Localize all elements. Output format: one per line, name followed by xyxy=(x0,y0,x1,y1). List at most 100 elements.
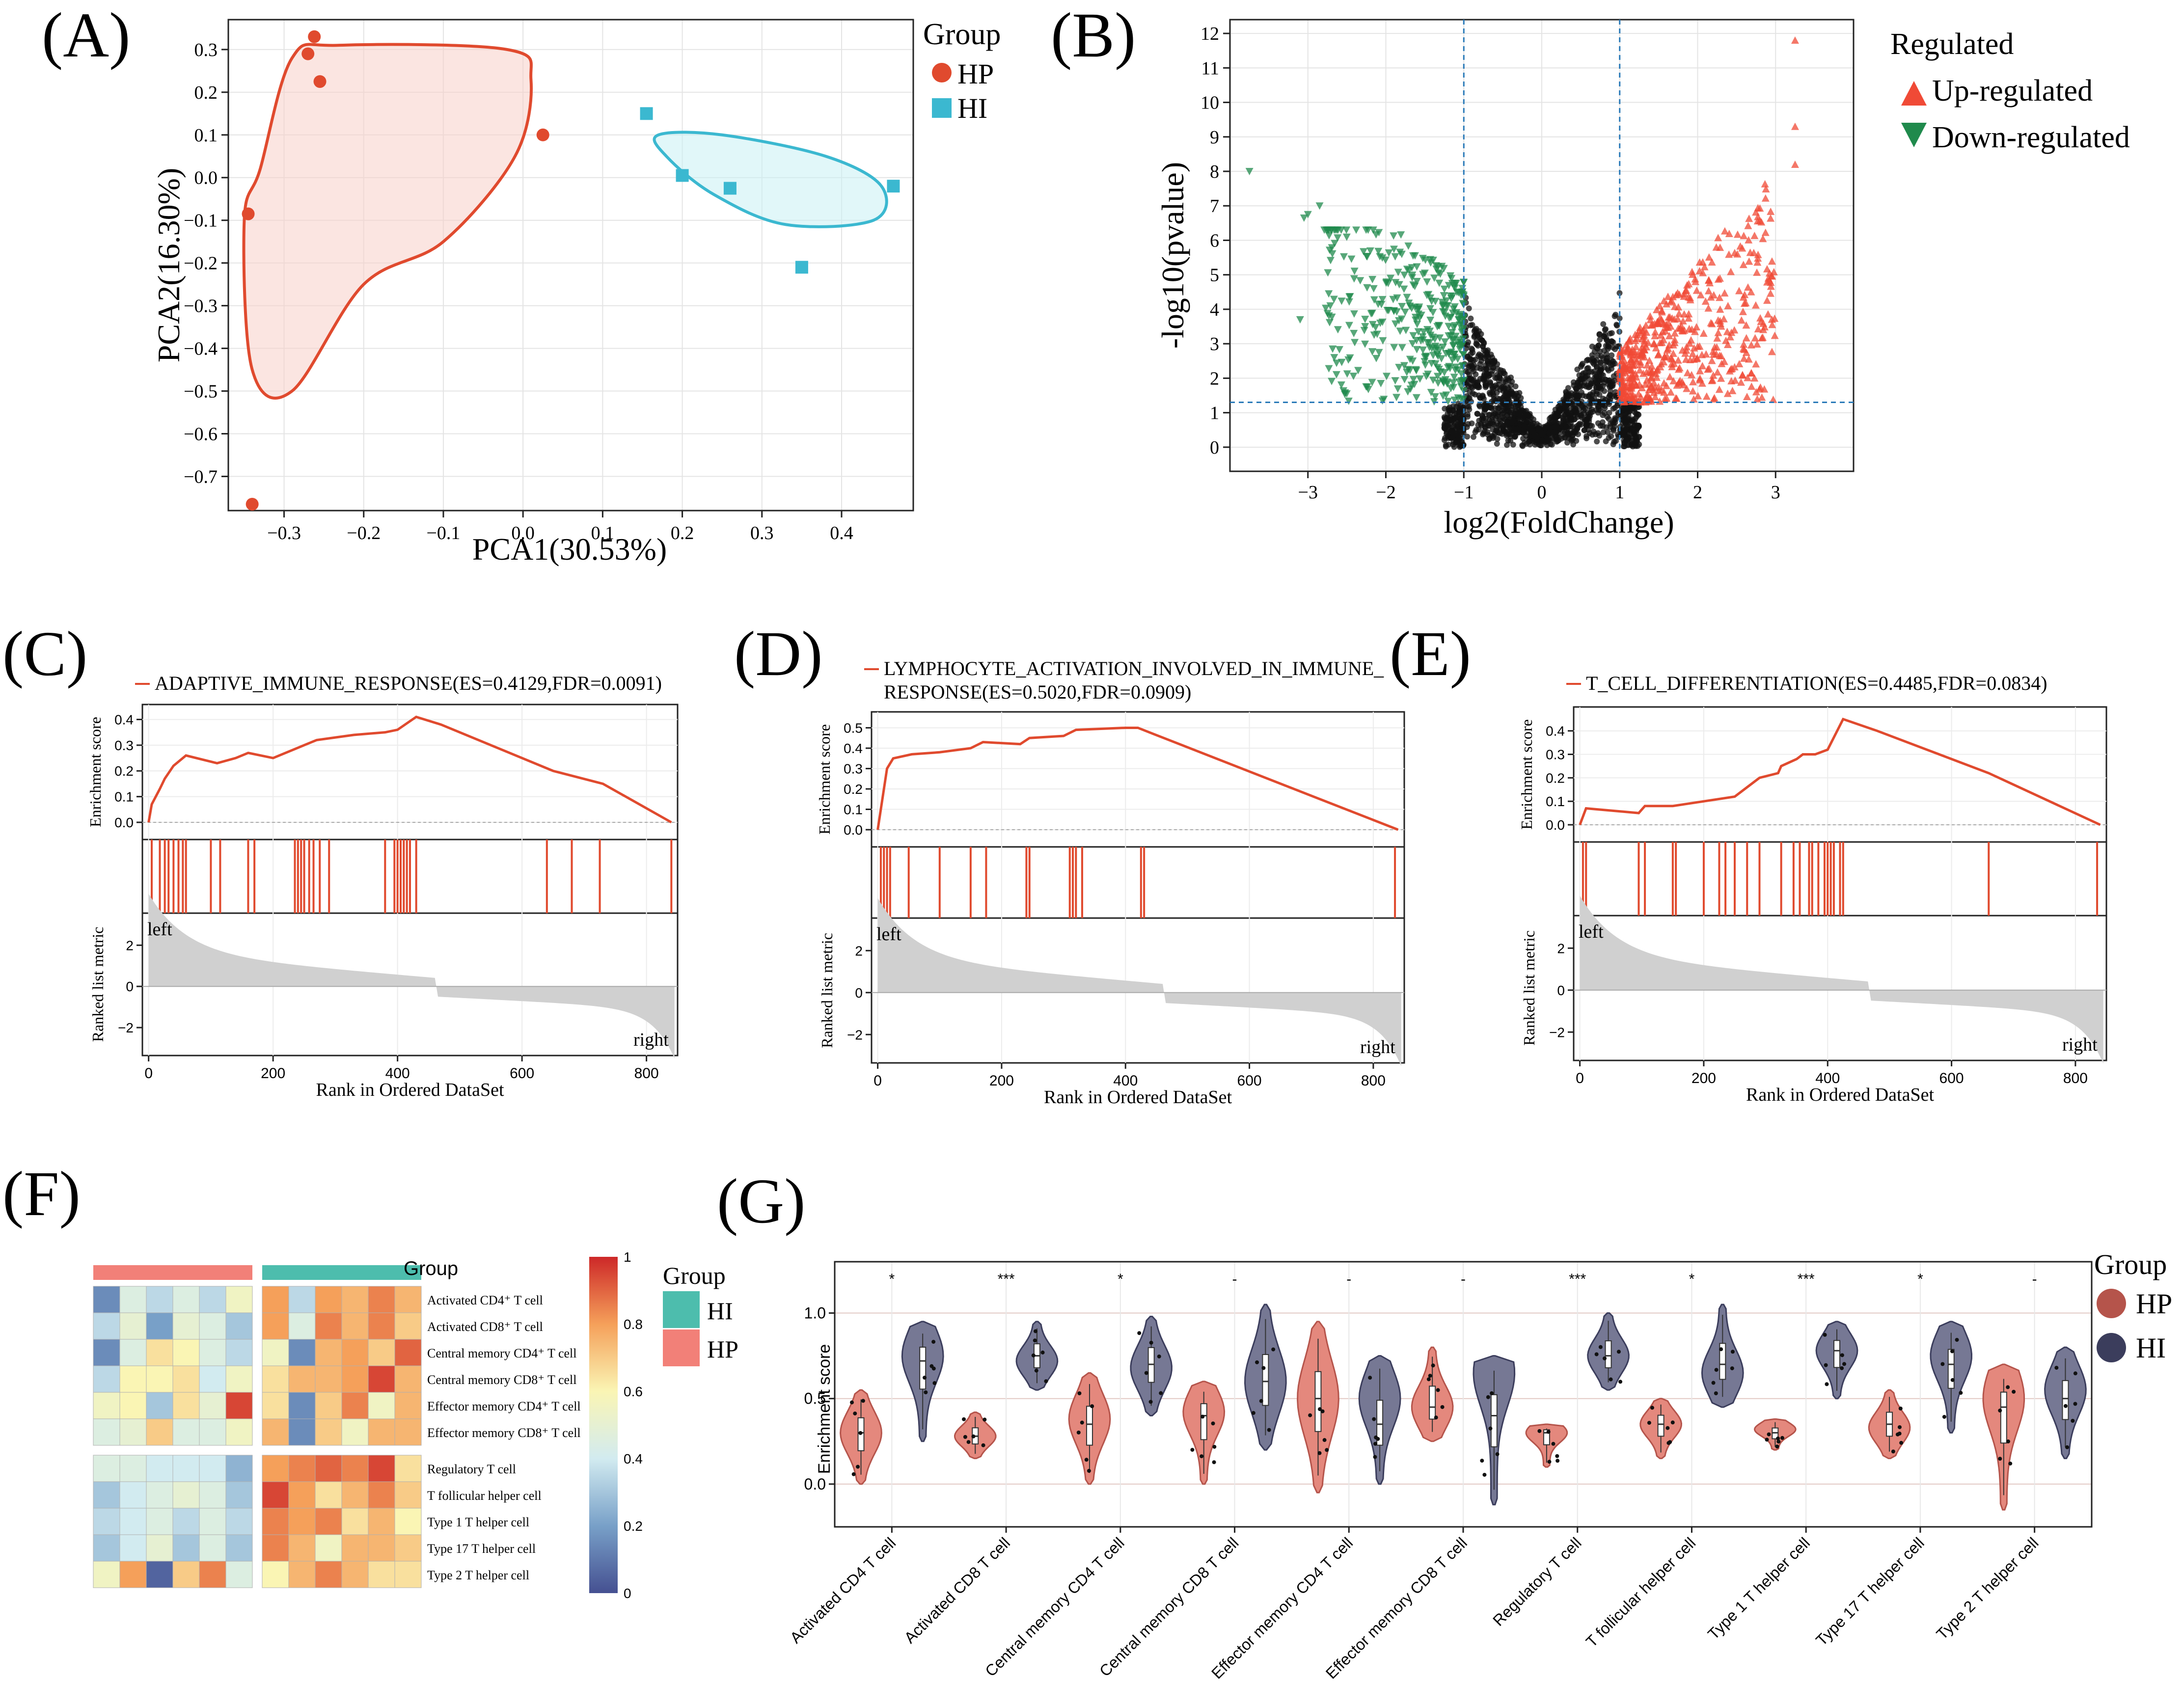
heatmap-cell xyxy=(172,1561,200,1588)
volcano-point-ns xyxy=(1480,343,1486,350)
heatmap-cell xyxy=(172,1418,200,1446)
heatmap-row-label: Activated CD4⁺ T cell xyxy=(427,1293,543,1307)
volcano-point-up xyxy=(1686,296,1694,303)
heatmap-legend-hi: HI xyxy=(707,1297,733,1325)
volcano-ytick-label: 7 xyxy=(1210,196,1219,217)
volcano-point-up xyxy=(1657,315,1665,323)
volcano-point-ns xyxy=(1587,422,1593,429)
volcano-point-down xyxy=(1423,278,1431,286)
volcano-point-up xyxy=(1689,271,1697,278)
volcano-point-down xyxy=(1450,374,1458,381)
violin-grid xyxy=(835,1262,2092,1527)
heatmap-cell xyxy=(288,1339,316,1366)
volcano-ytick-label: 2 xyxy=(1210,368,1219,389)
volcano-point-down xyxy=(1398,303,1406,311)
heatmap-cell xyxy=(288,1286,316,1313)
volcano-point-up xyxy=(1744,374,1752,381)
volcano-point-up xyxy=(1733,230,1742,238)
volcano-xtick-label: −2 xyxy=(1376,482,1395,503)
volcano-point-down xyxy=(1460,279,1468,287)
volcano-point-down xyxy=(1345,298,1353,306)
volcano-point-down xyxy=(1405,299,1413,307)
gsea-title: ADAPTIVE_IMMUNE_RESPONSE(ES=0.4129,FDR=0… xyxy=(155,672,662,694)
volcano-point-ns xyxy=(1446,415,1452,421)
violin-dot-hp xyxy=(1897,1432,1902,1436)
volcano-point-up xyxy=(1674,356,1682,364)
pca-ytick-label: 0.3 xyxy=(194,40,218,60)
volcano-point-up xyxy=(1735,360,1744,368)
volcano-point-down xyxy=(1350,329,1358,337)
volcano-point-up xyxy=(1633,330,1641,338)
volcano-point-up xyxy=(1699,269,1707,276)
violin-box-hp xyxy=(1200,1403,1207,1440)
volcano-point-down xyxy=(1390,245,1398,253)
violin-dot-hi xyxy=(1616,1350,1621,1354)
volcano-point-up xyxy=(1771,331,1779,339)
volcano-point-up xyxy=(1622,382,1630,390)
volcano-point-down xyxy=(1432,265,1441,273)
violin-dot-hp xyxy=(1201,1414,1205,1419)
heatmap-cell xyxy=(394,1418,422,1446)
violin-dot-hi xyxy=(1373,1441,1378,1446)
volcano-point-down xyxy=(1400,285,1408,293)
gsea-xtick-label: 400 xyxy=(385,1065,410,1082)
volcano-legend-up: Up-regulated xyxy=(1932,74,2093,108)
volcano-point-ns xyxy=(1467,389,1473,395)
volcano-point-up xyxy=(1752,208,1760,216)
violin-dot-hp xyxy=(1087,1468,1091,1473)
violin-dot-hi xyxy=(1840,1366,1844,1370)
volcano-point-ns xyxy=(1607,330,1613,337)
violin-dot-hi xyxy=(1148,1400,1153,1404)
volcano-point-ns xyxy=(1568,416,1575,423)
violin-dot-hi xyxy=(1157,1354,1161,1358)
volcano-point-down xyxy=(1361,316,1369,324)
volcano-xtick-label: 1 xyxy=(1615,482,1624,503)
gsea-xtick-label: 600 xyxy=(1237,1073,1262,1089)
volcano-point-down xyxy=(1328,313,1336,321)
heatmap-cell xyxy=(315,1339,342,1366)
volcano-point-up xyxy=(1655,387,1663,395)
volcano-point-up xyxy=(1758,393,1766,401)
volcano-point-down xyxy=(1419,336,1427,344)
volcano-point-down xyxy=(1444,398,1452,406)
volcano-point-ns xyxy=(1604,358,1610,365)
violin-dot-hp xyxy=(966,1440,971,1444)
volcano-point-up xyxy=(1714,316,1722,324)
gsea-metric-ylabel: Ranked list metric xyxy=(89,927,107,1042)
volcano-point-ns xyxy=(1501,428,1507,434)
volcano-point-ns xyxy=(1530,416,1537,423)
heatmap-cell xyxy=(262,1286,289,1313)
volcano-point-down xyxy=(1416,375,1424,383)
volcano-point-down xyxy=(1350,310,1358,318)
volcano-point-down xyxy=(1450,284,1459,292)
gsea-es-tick-label: 0.0 xyxy=(114,815,134,830)
violin-dot-hi xyxy=(924,1390,928,1394)
violin-dot-hi xyxy=(1374,1435,1378,1439)
volcano-point-ns xyxy=(1531,433,1537,439)
volcano-point-ns xyxy=(1580,392,1586,399)
heatmap-cell xyxy=(119,1339,147,1366)
violin-dot-hp xyxy=(2008,1462,2013,1466)
volcano-point-ns xyxy=(1564,439,1571,446)
volcano-point-ns xyxy=(1442,406,1448,412)
violin-dot-hp xyxy=(1428,1374,1432,1378)
volcano-point-down xyxy=(1431,298,1440,305)
gsea-es-tick-label: 0.2 xyxy=(1546,770,1565,786)
pca-xtick-label: 0.3 xyxy=(750,523,774,543)
volcano-point-up xyxy=(1632,343,1640,351)
heatmap-row-label: Activated CD8⁺ T cell xyxy=(427,1320,543,1334)
volcano-point-up xyxy=(1669,377,1678,384)
heatmap-cell xyxy=(394,1392,422,1419)
gsea-xtick-label: 400 xyxy=(1815,1070,1840,1086)
volcano-point-up xyxy=(1690,344,1698,352)
volcano-x-label: log2(FoldChange) xyxy=(1444,505,1674,540)
volcano-point-down xyxy=(1458,289,1466,297)
heatmap-row-label: Central memory CD4⁺ T cell xyxy=(427,1346,576,1360)
volcano-point-down xyxy=(1426,305,1434,313)
volcano-point-ns xyxy=(1536,441,1542,448)
volcano-point-down xyxy=(1401,308,1409,316)
volcano-point-up xyxy=(1667,297,1676,304)
volcano-point-up xyxy=(1713,368,1721,376)
violin-dot-hp xyxy=(1211,1421,1215,1426)
